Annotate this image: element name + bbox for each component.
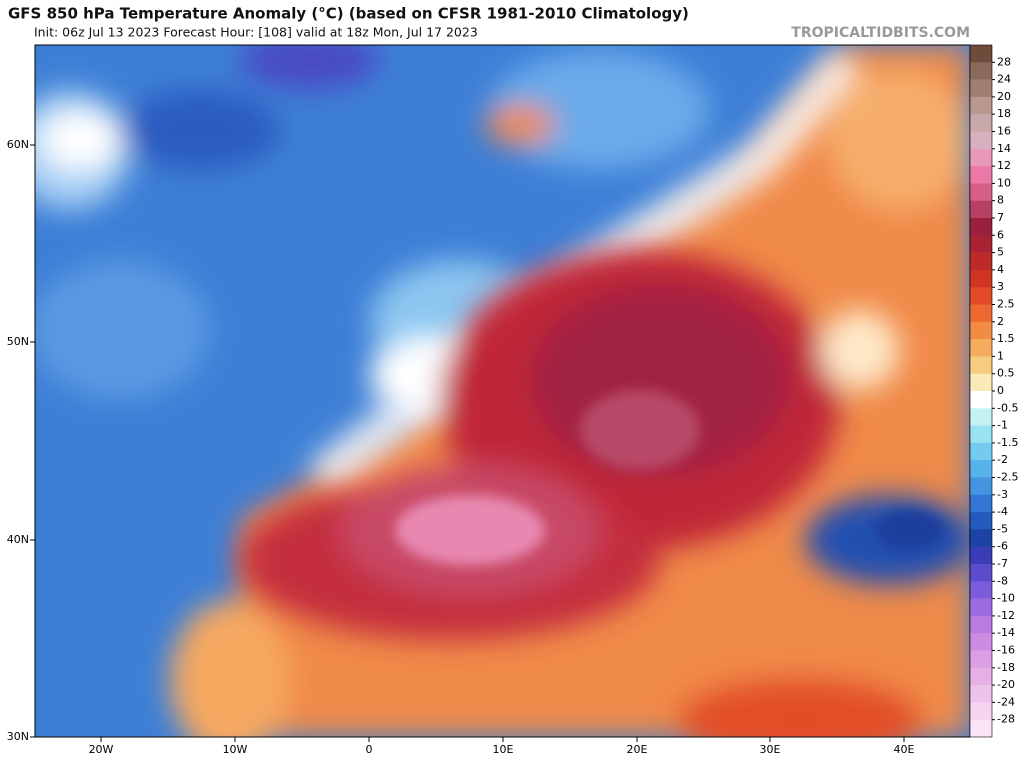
anomaly-field — [35, 45, 970, 737]
colorbar-label: 12 — [997, 159, 1011, 172]
colorbar-swatch — [970, 114, 992, 132]
longitude-label: 10W — [223, 743, 248, 756]
colorbar-label: 16 — [997, 125, 1011, 138]
watermark: TROPICALTIDBITS.COM — [791, 25, 970, 41]
colorbar-label: 18 — [997, 107, 1011, 120]
latitude-label: 60N — [7, 138, 29, 151]
colorbar-swatch — [970, 598, 992, 617]
colorbar-swatch — [970, 166, 992, 184]
colorbar-swatch — [970, 719, 992, 738]
colorbar-label: 20 — [997, 90, 1011, 103]
colorbar-swatch — [970, 96, 992, 115]
colorbar-label: -5 — [997, 522, 1008, 535]
colorbar-swatch — [970, 200, 992, 219]
longitude-label: 40E — [894, 743, 915, 756]
colorbar-swatch — [970, 321, 992, 340]
colorbar-swatch — [970, 460, 992, 478]
colorbar-label: 28 — [997, 55, 1011, 68]
colorbar-label: 14 — [997, 142, 1011, 155]
longitude-label: 10E — [493, 743, 514, 756]
colorbar-label: -24 — [997, 695, 1015, 708]
colorbar-swatch — [970, 235, 992, 253]
colorbar-swatch — [970, 304, 992, 323]
colorbar-swatch — [970, 408, 992, 426]
colorbar-label: 2 — [997, 315, 1004, 328]
colorbar-label: -1 — [997, 419, 1008, 432]
colorbar-swatch — [970, 339, 992, 357]
colorbar-swatch — [970, 79, 992, 98]
colorbar: 28 24 20 18 16 14 12 10 8 7 6 5 4 3 2.5 2 1.5 1 0.5 0 -0.5 -1… — [969, 44, 1018, 738]
colorbar-swatch — [970, 615, 992, 634]
colorbar-label: -2 — [997, 453, 1008, 466]
colorbar-swatch — [970, 667, 992, 686]
colorbar-swatch — [970, 252, 992, 271]
colorbar-label: 0.5 — [997, 367, 1015, 380]
longitude-label: 30E — [760, 743, 781, 756]
colorbar-swatch — [970, 685, 992, 703]
colorbar-swatch — [970, 650, 992, 669]
colorbar-label: 24 — [997, 73, 1011, 86]
colorbar-swatch — [970, 529, 992, 547]
colorbar-swatch — [970, 477, 992, 496]
colorbar-swatch — [970, 373, 992, 392]
colorbar-label: -20 — [997, 678, 1015, 691]
colorbar-label: -10 — [997, 592, 1015, 605]
colorbar-swatch — [970, 148, 992, 167]
colorbar-swatch — [970, 45, 992, 63]
colorbar-label: 0 — [997, 384, 1004, 397]
latitude-label: 40N — [7, 533, 29, 546]
colorbar-label: -6 — [997, 540, 1008, 553]
colorbar-label: -14 — [997, 626, 1015, 639]
colorbar-label: -4 — [997, 505, 1008, 518]
colorbar-swatch — [970, 356, 992, 374]
colorbar-label: 1.5 — [997, 332, 1015, 345]
colorbar-swatch — [970, 425, 992, 444]
colorbar-swatch — [970, 183, 992, 201]
colorbar-label: 2.5 — [997, 298, 1015, 311]
colorbar-label: -18 — [997, 661, 1015, 674]
colorbar-label: -28 — [997, 713, 1015, 726]
colorbar-label: 5 — [997, 246, 1004, 259]
colorbar-swatch — [970, 494, 992, 513]
title: GFS 850 hPa Temperature Anomaly (°C) (ba… — [8, 5, 689, 23]
colorbar-swatch — [970, 564, 992, 582]
longitude-label: 20W — [89, 743, 114, 756]
colorbar-label: 10 — [997, 176, 1011, 189]
colorbar-swatch — [970, 633, 992, 651]
colorbar-swatch — [970, 391, 992, 409]
colorbar-label: 3 — [997, 280, 1004, 293]
colorbar-swatch — [970, 62, 992, 80]
colorbar-label: -7 — [997, 557, 1008, 570]
colorbar-swatch — [970, 218, 992, 236]
colorbar-swatch — [970, 442, 992, 461]
colorbar-label: -2.5 — [997, 471, 1018, 484]
colorbar-label: 7 — [997, 211, 1004, 224]
longitude-label: 0 — [366, 743, 373, 756]
colorbar-label: 4 — [997, 263, 1004, 276]
colorbar-swatch — [970, 546, 992, 565]
subtitle: Init: 06z Jul 13 2023 Forecast Hour: [10… — [34, 25, 478, 40]
colorbar-label: -16 — [997, 644, 1015, 657]
colorbar-label: 8 — [997, 194, 1004, 207]
colorbar-swatch — [970, 512, 992, 530]
colorbar-label: -12 — [997, 609, 1015, 622]
latitude-label: 30N — [7, 730, 29, 743]
colorbar-label: 1 — [997, 349, 1004, 362]
colorbar-label: -0.5 — [997, 401, 1018, 414]
colorbar-swatch — [970, 269, 992, 288]
colorbar-swatch — [970, 581, 992, 599]
colorbar-swatch — [970, 131, 992, 150]
colorbar-swatch — [970, 702, 992, 720]
colorbar-swatch — [970, 287, 992, 305]
longitude-label: 20E — [627, 743, 648, 756]
colorbar-label: -3 — [997, 488, 1008, 501]
colorbar-label: -8 — [997, 574, 1008, 587]
colorbar-label: 6 — [997, 228, 1004, 241]
axis-labels: 60N 50N 40N 30N 20W 10W 0 10E 20E 30E 40E — [7, 138, 915, 756]
colorbar-label: -1.5 — [997, 436, 1018, 449]
latitude-label: 50N — [7, 335, 29, 348]
